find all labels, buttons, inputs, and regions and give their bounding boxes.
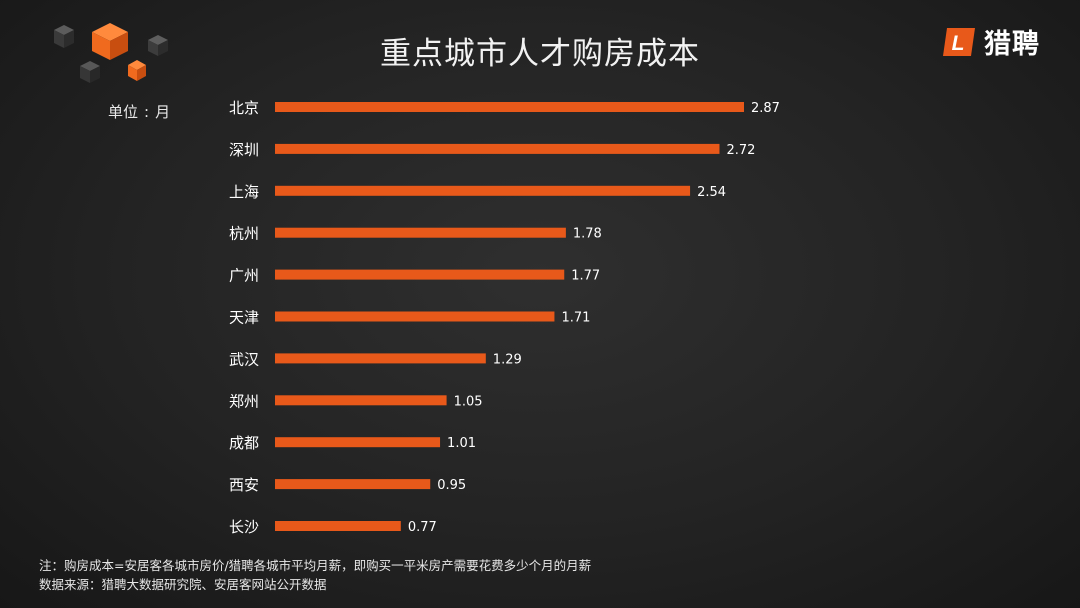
category-label: 深圳 <box>229 141 259 159</box>
data-label: 1.71 <box>561 311 590 326</box>
cube-icon <box>80 61 100 83</box>
category-label: 广州 <box>229 267 259 285</box>
data-label: 1.29 <box>493 352 522 367</box>
cube-icon <box>148 35 168 56</box>
page-title: 重点城市人才购房成本 <box>380 36 700 72</box>
cube-icon <box>54 25 74 48</box>
category-label: 郑州 <box>229 392 259 410</box>
brand-mark-letter: L <box>952 32 965 55</box>
bar <box>275 479 431 490</box>
brand-mark-icon: L <box>943 27 975 56</box>
category-label: 成都 <box>229 434 259 452</box>
data-label: 2.87 <box>751 101 780 116</box>
category-label: 杭州 <box>229 225 259 243</box>
bar <box>275 395 447 406</box>
bar <box>275 185 691 196</box>
brand-logo: L 猎聘 <box>942 22 1040 61</box>
data-label: 1.05 <box>454 394 483 409</box>
category-label: 西安 <box>229 476 259 494</box>
definition-note: 注：购房成本=安居客各城市房价/猎聘各城市平均月薪，即购买一平米房产需要花费多少… <box>39 558 592 573</box>
category-label: 武汉 <box>229 350 259 368</box>
bar <box>275 311 555 322</box>
unit-value: 月 <box>155 103 171 121</box>
decorative-cubes <box>54 23 168 83</box>
unit-separator: : <box>144 103 150 121</box>
data-label: 1.01 <box>447 436 476 451</box>
data-label: 0.95 <box>437 478 466 493</box>
bar <box>275 102 744 112</box>
category-label: 天津 <box>229 309 259 327</box>
source-note: 数据来源：猎聘大数据研究院、安居客网站公开数据 <box>39 577 327 592</box>
bar <box>275 269 565 280</box>
category-label: 北京 <box>229 99 259 117</box>
bar <box>275 353 486 364</box>
unit-label: 单位: 月 <box>108 101 170 122</box>
data-label: 1.77 <box>571 269 600 284</box>
bar <box>275 437 441 448</box>
bar <box>275 143 720 154</box>
category-label: 上海 <box>229 183 259 201</box>
data-label: 1.78 <box>573 227 602 242</box>
brand-name: 猎聘 <box>984 29 1040 60</box>
data-label: 0.77 <box>408 520 437 535</box>
data-label: 2.72 <box>726 143 755 158</box>
unit-key: 单位 <box>108 103 139 121</box>
data-label: 2.54 <box>697 185 726 200</box>
category-label: 长沙 <box>229 518 259 536</box>
bar <box>275 521 401 531</box>
bar <box>275 227 566 238</box>
cube-icon <box>128 60 146 81</box>
cube-icon <box>92 23 128 60</box>
